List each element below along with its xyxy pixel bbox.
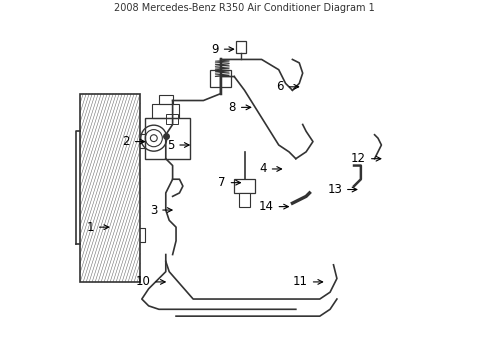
Text: 6: 6 [276,80,298,93]
Bar [210,70,230,87]
Text: 9: 9 [211,43,233,56]
Bar [236,41,245,53]
Bar [234,179,254,193]
Text: 14: 14 [258,200,288,213]
Text: 13: 13 [326,183,356,196]
Text: 7: 7 [218,176,240,189]
Text: 1: 1 [86,221,108,234]
Text: 2: 2 [122,135,144,148]
Title: 2008 Mercedes-Benz R350 Air Conditioner Diagram 1: 2008 Mercedes-Benz R350 Air Conditioner … [114,3,374,13]
Bar [165,114,178,125]
Bar [159,95,172,104]
Bar [152,104,179,118]
Text: 8: 8 [228,101,250,114]
Text: 5: 5 [166,139,189,152]
Bar [145,118,189,159]
Text: 12: 12 [350,152,380,165]
Text: 10: 10 [135,275,165,288]
Bar [80,94,140,282]
Text: 4: 4 [259,162,281,175]
Bar [239,193,249,207]
Text: 11: 11 [292,275,322,288]
Text: 3: 3 [149,203,172,217]
